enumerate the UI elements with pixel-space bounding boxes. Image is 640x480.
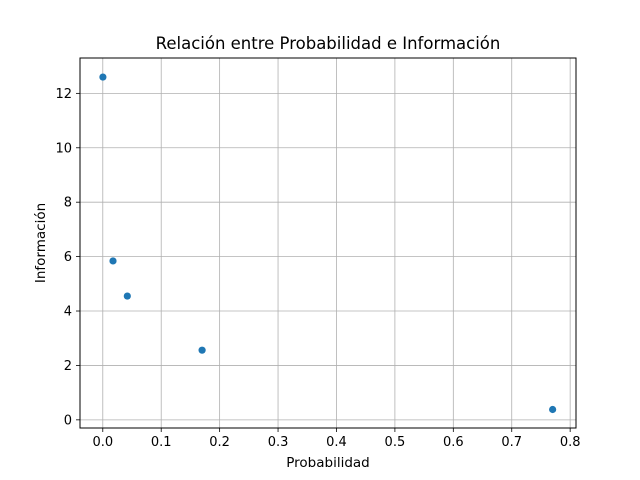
y-tick-label: 10: [55, 141, 72, 156]
y-axis-ticks: 0 2 4 6 8 10 12: [55, 87, 80, 428]
data-point-2: [109, 257, 117, 265]
chart-title: Relación entre Probabilidad e Informació…: [156, 34, 501, 53]
x-tick-label: 0.2: [209, 435, 230, 450]
y-tick-label: 4: [64, 305, 72, 320]
x-tick-label: 0.5: [385, 435, 406, 450]
x-axis-label: Probabilidad: [286, 455, 370, 471]
data-point-4: [198, 346, 206, 354]
y-tick-label: 0: [64, 413, 72, 428]
data-point-5: [549, 405, 557, 414]
x-tick-label: 0.6: [443, 435, 464, 450]
x-axis-ticks: 0.0 0.1 0.2 0.3 0.4 0.5 0.6 0.7 0.8: [92, 428, 581, 450]
y-tick-label: 6: [64, 250, 72, 265]
y-tick-label: 2: [64, 359, 72, 374]
x-tick-label: 0.3: [268, 435, 289, 450]
y-tick-label: 12: [55, 87, 72, 102]
data-point-3: [123, 292, 131, 300]
plot-frame: [79, 57, 577, 429]
data-point-1: [99, 73, 107, 81]
x-tick-label: 0.7: [501, 435, 522, 450]
y-axis-label: Información: [33, 203, 49, 283]
grid: [80, 58, 576, 428]
y-tick-label: 8: [64, 196, 72, 211]
data-points: [99, 73, 557, 414]
x-tick-label: 0.1: [151, 435, 172, 450]
x-tick-label: 0.8: [560, 435, 581, 450]
x-tick-label: 0.4: [326, 435, 347, 450]
x-tick-label: 0.0: [92, 435, 113, 450]
